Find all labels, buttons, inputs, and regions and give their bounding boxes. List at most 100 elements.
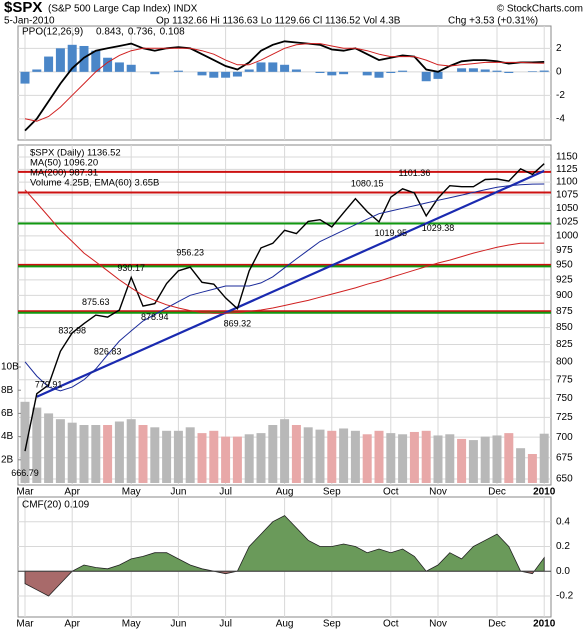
histogram-bar [421,71,431,82]
volume-bar [280,419,290,483]
legend-entry: 0.843, [96,27,124,38]
y-tick-label: -2 [556,90,565,101]
volume-bar [32,407,42,483]
volume-bar [339,428,349,483]
series-line [24,189,545,314]
x-tick-label: May [122,487,141,498]
x-tick-label: 2010 [533,487,556,498]
x-tick-label: Apr [64,487,80,498]
y-tick-label: -0.2 [556,591,574,602]
price-annotation: 826.83 [94,347,122,357]
y-tick-label: 1150 [556,152,578,163]
histogram-bar [268,62,278,72]
volume-bar [421,430,431,483]
x-tick-label: Nov [429,619,447,630]
histogram-bar [386,71,396,74]
histogram-bar [291,69,301,72]
volume-bar [433,435,443,483]
volume-bar [173,430,183,483]
volume-bar [409,431,419,483]
y-tick-label: 1025 [556,217,579,228]
price-annotation: 956.23 [176,248,204,258]
x-tick-label: Jul [219,487,232,498]
x-tick-label: Mar [16,487,34,498]
y-tick-label: 1100 [556,177,578,188]
series-line [24,183,545,392]
histogram-bar [457,68,467,72]
y-tick-label: 750 [556,393,573,404]
y-tick-label: 0 [556,66,562,77]
volume-bar [244,434,254,483]
histogram-bar [103,57,113,72]
volume-bar [362,434,372,483]
volume-bar [527,454,537,483]
panel-title: PPO(12,26,9) [22,27,83,38]
y2-tick-label: 2B [1,454,14,465]
y-tick-label: 1000 [556,231,579,242]
series-line [24,43,545,122]
volume-bar [114,421,124,483]
price-annotation: 1029.38 [422,223,455,233]
histogram-bar [44,56,54,72]
x-tick-label: Dec [488,487,506,498]
y-tick-label: 875 [556,306,573,317]
y-tick-label: 775 [556,374,573,385]
histogram-bar [374,71,384,78]
volume-bar [327,430,337,483]
volume-bar [232,436,242,483]
histogram-bar [468,68,478,72]
price-annotation: 875.63 [82,297,110,307]
x-tick-label: Apr [64,619,80,630]
histogram-bar [67,44,77,72]
legend-entry: 0.108 [160,27,185,38]
volume-bar [539,433,549,483]
volume-bar [398,434,408,483]
x-tick-label: Mar [16,619,34,630]
histogram-bar [221,71,231,78]
symbol-name: (S&P 500 Large Cap Index) INDX [48,4,198,15]
x-tick-label: Jun [170,487,186,498]
volume-bar [516,448,526,483]
histogram-bar [327,71,337,76]
volume-bar [221,436,231,483]
volume-bar [150,427,160,483]
x-tick-label: Aug [276,619,294,630]
x-tick-label: Sep [323,487,341,498]
volume-bar [103,425,113,483]
price-plot [18,145,551,485]
histogram-bar [197,71,207,76]
histogram-bar [480,69,490,72]
y2-tick-label: 6B [1,408,14,419]
histogram-bar [209,71,219,78]
volume-bar [20,401,30,483]
legend-entry: 0.736, [128,27,156,38]
volume-bar [197,433,207,483]
panel-title: CMF(20) 0.109 [22,500,90,511]
volume-bar [79,425,89,483]
histogram-bar [492,70,502,72]
y-tick-label: 825 [556,339,573,350]
volume-bar [55,419,65,483]
x-tick-label: Oct [383,619,399,630]
symbol: $SPX [4,0,42,16]
volume-bar [492,435,502,483]
y-tick-label: 1125 [556,164,578,175]
histogram-bar [504,71,514,74]
y-tick-label: 925 [556,275,573,286]
cmf-area-positive [24,515,545,572]
y-tick-label: 800 [556,356,573,367]
y-tick-label: 2 [556,43,562,54]
price-annotation: 1080.15 [351,179,384,189]
price-annotation: 779.91 [35,380,63,390]
price-annotation: 878.94 [141,312,169,322]
source: © StockCharts.com [497,4,583,15]
legend-entry: $SPX (Daily) 1136.52 [30,148,121,159]
volume-bar [457,438,467,483]
volume-bar [445,434,455,483]
x-tick-label: Nov [429,487,447,498]
volume-bar [315,429,325,483]
y-tick-label: 1075 [556,190,579,201]
volume-bar [374,430,384,483]
price-annotation: 1019.95 [375,228,408,238]
